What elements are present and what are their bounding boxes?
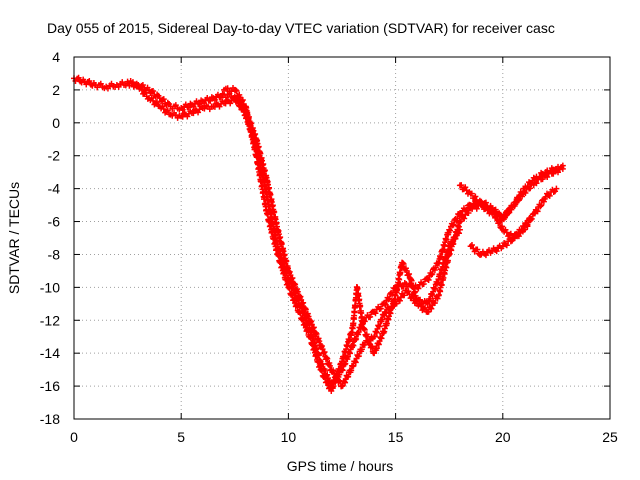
data-trace xyxy=(286,268,302,300)
data-trace xyxy=(104,80,119,92)
data-trace xyxy=(158,96,173,109)
y-tick-label: -16 xyxy=(40,378,60,394)
data-trace xyxy=(115,79,129,90)
x-tick-label: 0 xyxy=(70,429,78,445)
data-point xyxy=(456,226,463,233)
axes xyxy=(73,56,611,420)
y-axis-label: SDTVAR / TECUs xyxy=(6,182,22,294)
y-tick-label: -14 xyxy=(40,345,60,361)
x-tick-label: 20 xyxy=(495,429,511,445)
data-trace xyxy=(201,94,215,107)
data-trace xyxy=(522,174,537,192)
data-trace xyxy=(501,236,516,249)
data-trace xyxy=(392,261,405,296)
grid-lines xyxy=(74,57,610,419)
y-tick-label: -8 xyxy=(48,246,61,262)
data-trace xyxy=(318,342,334,374)
data-trace xyxy=(264,178,281,234)
data-trace xyxy=(447,228,463,247)
data-trace xyxy=(307,318,323,349)
data-trace xyxy=(296,309,313,340)
data-trace xyxy=(211,98,226,110)
data-point xyxy=(553,185,560,192)
data-trace xyxy=(371,328,388,354)
y-tick-label: -12 xyxy=(40,312,60,328)
data-trace xyxy=(382,291,399,329)
series-5 xyxy=(456,162,566,223)
data-trace xyxy=(83,78,97,89)
plot-frame xyxy=(73,56,611,420)
data-trace xyxy=(350,341,366,369)
data-trace xyxy=(415,296,430,307)
data-trace xyxy=(275,227,291,272)
data-trace xyxy=(339,362,355,389)
data-point xyxy=(381,300,388,307)
tick-labels: 0 5 10 15 20 25 -18 -16 -14 -12 -10 -8 -6 -4 -2 0 2 4 xyxy=(40,49,618,445)
data-trace xyxy=(179,108,194,120)
data-trace xyxy=(190,97,205,110)
data-trace xyxy=(179,100,194,113)
data-trace xyxy=(479,247,494,259)
data-trace xyxy=(264,210,281,257)
y-tick-label: -6 xyxy=(48,214,61,230)
data-trace xyxy=(490,242,505,255)
data-trace xyxy=(222,84,237,95)
data-point xyxy=(559,162,566,169)
data-trace xyxy=(72,74,87,86)
data-trace xyxy=(222,95,237,107)
data-point xyxy=(446,226,453,233)
data-trace xyxy=(371,311,388,340)
data-trace xyxy=(511,185,527,208)
data-trace xyxy=(339,324,356,362)
x-tick-label: 25 xyxy=(602,429,618,445)
y-tick-label: -10 xyxy=(40,279,60,295)
series-3 xyxy=(221,84,463,395)
data-trace xyxy=(490,209,505,223)
data-trace xyxy=(169,102,183,113)
data-trace xyxy=(328,360,345,392)
data-trace xyxy=(544,186,559,199)
data-trace xyxy=(468,190,484,207)
data-trace xyxy=(286,284,302,316)
y-tick-label: 0 xyxy=(52,115,60,131)
data-trace xyxy=(190,103,205,117)
chart-title: Day 055 of 2015, Sidereal Day-to-day VTE… xyxy=(47,20,555,36)
data-trace xyxy=(296,293,313,324)
data-trace xyxy=(399,260,413,281)
data-trace xyxy=(435,242,452,280)
data-trace xyxy=(126,77,140,90)
data-trace xyxy=(307,334,324,371)
data-trace xyxy=(425,278,441,305)
data-trace xyxy=(253,153,270,214)
y-tick-label: -18 xyxy=(40,411,60,427)
y-tick-label: -2 xyxy=(48,148,61,164)
data-trace xyxy=(94,80,108,92)
data-trace xyxy=(361,325,377,357)
data-trace xyxy=(354,284,367,332)
series-4 xyxy=(467,185,560,259)
data-series xyxy=(71,74,566,395)
data-trace xyxy=(532,195,548,215)
x-tick-label: 5 xyxy=(177,429,185,445)
data-trace xyxy=(435,229,452,267)
data-trace xyxy=(275,251,291,288)
data-trace xyxy=(544,165,558,177)
data-trace xyxy=(242,103,259,159)
y-tick-label: -4 xyxy=(48,181,61,197)
x-tick-label: 15 xyxy=(388,429,404,445)
x-axis-label: GPS time / hours xyxy=(287,458,394,474)
x-tick-label: 10 xyxy=(281,429,297,445)
y-tick-label: 2 xyxy=(52,82,60,98)
data-trace xyxy=(232,87,248,111)
data-point xyxy=(424,276,431,283)
data-trace xyxy=(147,87,162,100)
data-trace xyxy=(211,90,226,103)
data-trace xyxy=(533,169,548,182)
y-tick-label: 4 xyxy=(52,49,60,65)
data-trace xyxy=(555,163,565,173)
data-trace xyxy=(425,293,441,315)
